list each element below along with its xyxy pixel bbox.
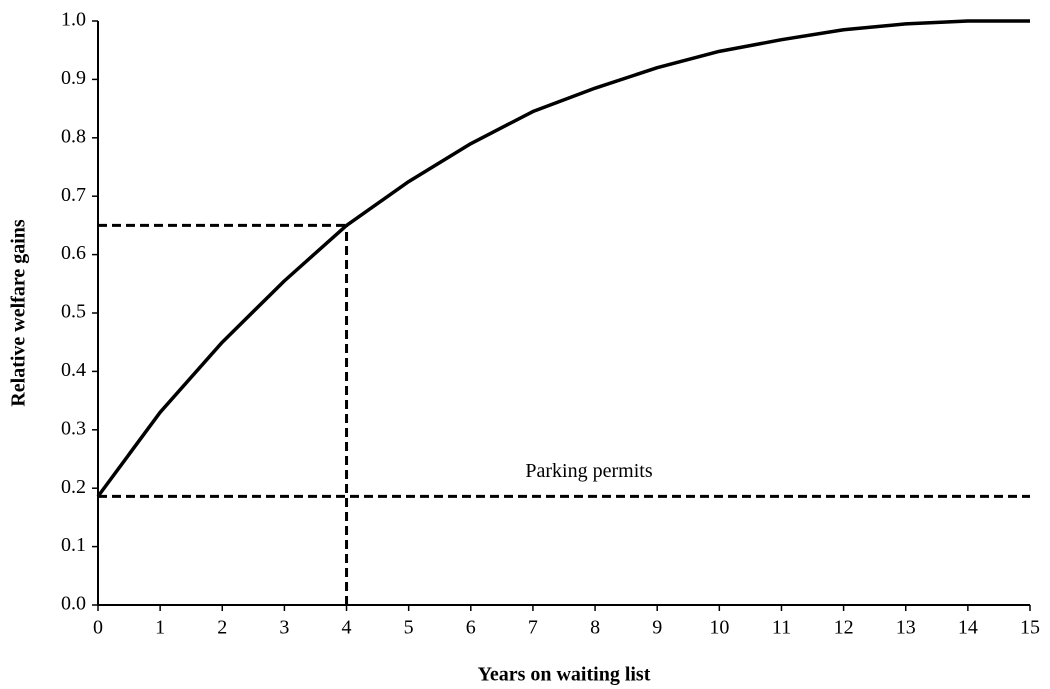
x-tick-label: 15 [1020,617,1040,639]
y-tick-label: 0.5 [61,301,86,323]
y-tick-label: 0.3 [61,417,86,439]
y-tick-label: 1.0 [61,9,86,31]
x-tick-label: 1 [155,617,165,639]
x-tick-label: 11 [772,617,791,639]
baseline-label: Parking permits [525,460,652,482]
x-axis-title: Years on waiting list [478,664,651,686]
x-tick-label: 9 [652,617,662,639]
y-tick-label: 0.8 [61,125,86,147]
x-tick-label: 14 [958,617,978,639]
y-tick-label: 0.7 [61,184,86,206]
y-tick-label: 0.9 [61,67,86,89]
x-tick-label: 13 [896,617,916,639]
x-tick-label: 12 [834,617,854,639]
x-tick-label: 3 [279,617,289,639]
y-axis-title: Relative welfare gains [8,219,30,407]
y-tick-label: 0.2 [61,476,86,498]
x-tick-label: 7 [528,617,538,639]
x-tick-label: 6 [466,617,476,639]
curve [96,19,1030,498]
y-tick-label: 0.6 [61,242,86,264]
x-tick-label: 0 [93,617,103,639]
x-tick-label: 4 [342,617,352,639]
y-tick-label: 0.4 [61,359,86,381]
y-tick-label: 0.0 [61,593,86,615]
x-tick-label: 8 [590,617,600,639]
x-tick-label: 10 [709,617,729,639]
y-tick-label: 0.1 [61,534,86,556]
x-tick-label: 2 [217,617,227,639]
x-tick-label: 5 [404,617,414,639]
